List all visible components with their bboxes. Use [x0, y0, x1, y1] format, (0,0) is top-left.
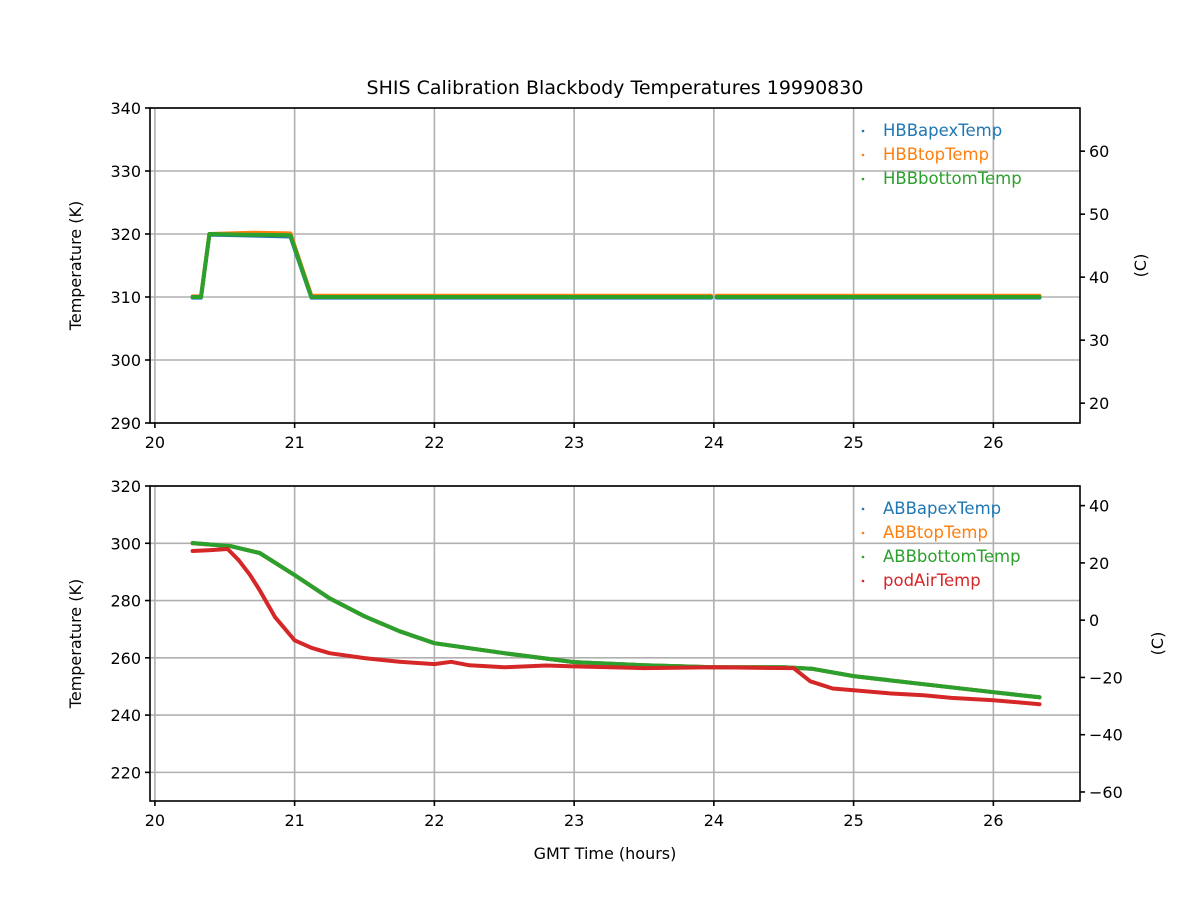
- series-line-HBBapexTemp: [190, 232, 1042, 300]
- y-tick-label: 320: [110, 477, 141, 496]
- y-tick-label: 320: [110, 225, 141, 244]
- right-y-axis-label: (C): [1131, 254, 1150, 278]
- x-tick-label: 22: [424, 811, 444, 830]
- x-tick-label: 25: [843, 811, 863, 830]
- right-y-tick-label: 0: [1089, 611, 1099, 630]
- x-axis-label: GMT Time (hours): [534, 844, 677, 863]
- x-tick-label: 20: [145, 811, 165, 830]
- x-tick-label: 26: [983, 811, 1003, 830]
- y-tick-label: 280: [110, 592, 141, 611]
- x-tick-label: 23: [564, 811, 584, 830]
- y-tick-label: 310: [110, 288, 141, 307]
- legend-marker: [861, 531, 865, 535]
- series-line-ABBbottomTemp: [190, 541, 1042, 700]
- series-line-HBBbottomTemp: [190, 232, 1042, 299]
- right-y-tick-label: −40: [1089, 726, 1123, 745]
- y-tick-label: 240: [110, 706, 141, 725]
- legend-marker: [861, 129, 865, 133]
- right-y-tick-label: 20: [1089, 394, 1109, 413]
- y-tick-label: 300: [110, 534, 141, 553]
- right-y-tick-label: 30: [1089, 331, 1109, 350]
- right-y-tick-label: −20: [1089, 668, 1123, 687]
- right-y-tick-label: 20: [1089, 554, 1109, 573]
- x-tick-label: 24: [704, 811, 724, 830]
- legend-marker: [861, 555, 865, 559]
- right-y-axis-label: (C): [1148, 632, 1167, 656]
- x-tick-label: 24: [704, 433, 724, 452]
- chart-title: SHIS Calibration Blackbody Temperatures …: [367, 77, 864, 99]
- y-tick-label: 290: [110, 414, 141, 433]
- y-tick-label: 260: [110, 649, 141, 668]
- legend-marker: [861, 507, 865, 511]
- axes-frame: [149, 485, 1081, 802]
- x-tick-label: 22: [424, 433, 444, 452]
- right-y-tick-label: −60: [1089, 783, 1123, 802]
- legend-label: ABBbottomTemp: [883, 547, 1021, 566]
- legend-label: HBBbottomTemp: [883, 169, 1022, 188]
- axes-frame: [149, 107, 1081, 424]
- right-y-tick-label: 40: [1089, 268, 1109, 287]
- y-tick-label: 330: [110, 162, 141, 181]
- legend-label: ABBtopTemp: [883, 523, 988, 542]
- legend: HBBapexTemp HBBtopTemp HBBbottomTemp: [861, 121, 1022, 188]
- series-group: [190, 541, 1042, 707]
- legend-marker: [861, 153, 865, 157]
- x-tick-label: 26: [983, 433, 1003, 452]
- bottom-panel: 20 21 22 23 24 25 26 220 240 260 280 300 320 −60 −40 −2…: [66, 477, 1167, 863]
- y-axis-label: Temperature (K): [66, 579, 85, 709]
- legend-label: podAirTemp: [883, 571, 981, 590]
- series-line-ABBapexTemp: [190, 541, 1042, 700]
- legend-marker: [861, 177, 865, 181]
- legend-label: HBBapexTemp: [883, 121, 1002, 140]
- x-tick-label: 25: [843, 433, 863, 452]
- y-tick-label: 300: [110, 351, 141, 370]
- y-axis-label: Temperature (K): [66, 201, 85, 331]
- y-tick-label: 340: [110, 99, 141, 118]
- series-line-podAirTemp: [190, 547, 1042, 707]
- x-tick-label: 23: [564, 433, 584, 452]
- legend: ABBapexTemp ABBtopTemp ABBbottomTemp podAir…: [861, 499, 1021, 590]
- x-tick-label: 21: [284, 433, 304, 452]
- right-y-tick-label: 60: [1089, 142, 1109, 161]
- legend-marker: [861, 579, 865, 583]
- top-panel: 20 21 22 23 24 25 26 290 300 310 320 330 340 20 30 40 50…: [66, 99, 1150, 452]
- y-tick-label: 220: [110, 763, 141, 782]
- right-y-tick-label: 50: [1089, 205, 1109, 224]
- x-tick-label: 20: [145, 433, 165, 452]
- series-line-ABBtopTemp: [190, 541, 1042, 700]
- series-line-HBBtopTemp: [190, 230, 1042, 299]
- legend-label: HBBtopTemp: [883, 145, 989, 164]
- x-tick-label: 21: [284, 811, 304, 830]
- series-group: [190, 230, 1042, 300]
- right-y-tick-label: 40: [1089, 497, 1109, 516]
- legend-label: ABBapexTemp: [883, 499, 1001, 518]
